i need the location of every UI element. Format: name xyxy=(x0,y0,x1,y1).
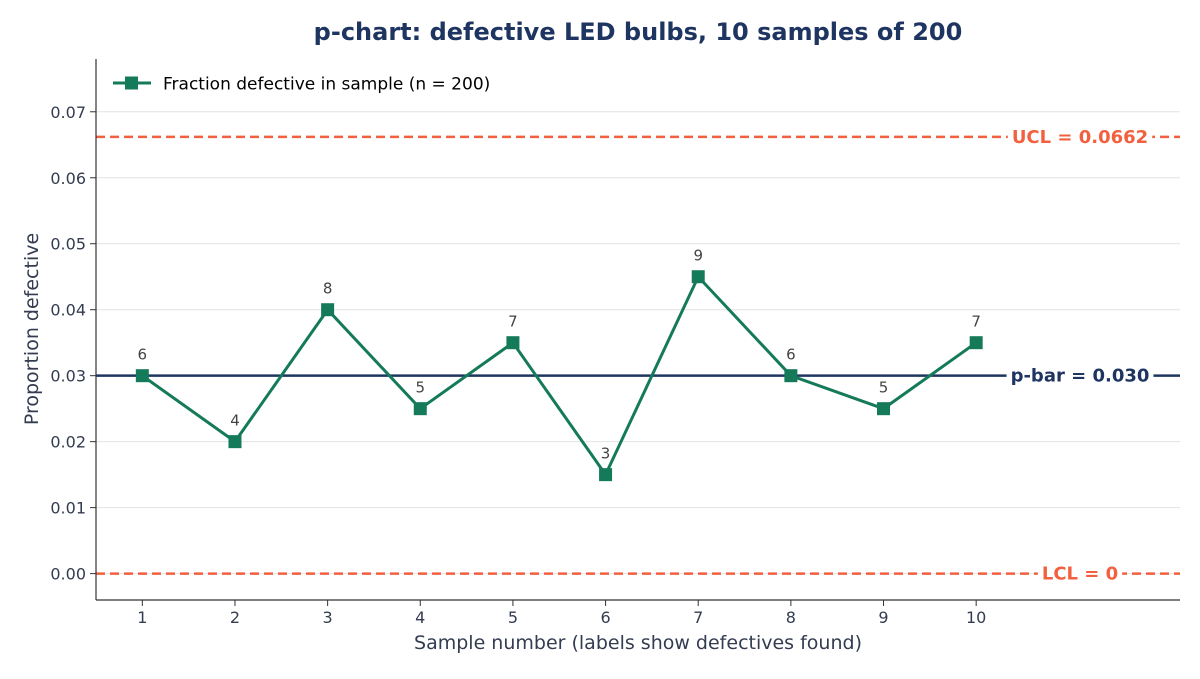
reference-lines: UCL = 0.0662 p-bar = 0.030 LCL = 0 xyxy=(96,125,1180,586)
data-label: 7 xyxy=(971,313,981,331)
y-tick-label: 0.02 xyxy=(50,433,86,452)
grid-lines xyxy=(96,111,1180,575)
reference-line-label: p-bar = 0.030 xyxy=(1011,366,1150,387)
legend-label: Fraction defective in sample (n = 200) xyxy=(163,75,490,95)
data-label: 6 xyxy=(138,346,148,364)
y-tick-label: 0.03 xyxy=(50,367,86,386)
data-point xyxy=(877,402,891,416)
legend-marker-swatch xyxy=(125,76,138,90)
x-tick-label: 2 xyxy=(230,608,240,627)
data-point xyxy=(784,369,798,383)
data-label: 5 xyxy=(416,379,426,397)
y-tick-label: 0.04 xyxy=(50,301,86,320)
y-tick-label: 0.01 xyxy=(50,499,86,518)
chart-title: p-chart: defective LED bulbs, 10 samples… xyxy=(314,18,963,46)
data-point xyxy=(135,369,149,383)
x-tick-label: 10 xyxy=(966,608,986,627)
reference-line-label: UCL = 0.0662 xyxy=(1012,127,1148,148)
data-point xyxy=(691,270,705,284)
data-label: 7 xyxy=(508,313,518,331)
x-tick-label: 1 xyxy=(137,608,147,627)
y-tick-label: 0.07 xyxy=(50,103,86,122)
reference-label-background xyxy=(1037,562,1123,586)
data-labels: 6 4 8 5 7 3 9 6 5 7 xyxy=(138,247,981,463)
x-tick-label: 9 xyxy=(878,608,888,627)
y-axis-label: Proportion defective xyxy=(21,233,43,425)
data-label: 9 xyxy=(693,247,703,265)
reference-label-background xyxy=(1007,125,1153,149)
data-label: 3 xyxy=(601,445,611,463)
reference-line-label: LCL = 0 xyxy=(1042,564,1118,585)
x-tick-label: 7 xyxy=(693,608,703,627)
data-point xyxy=(506,336,520,350)
x-tick-label: 5 xyxy=(508,608,518,627)
series-line xyxy=(141,275,978,477)
data-label: 5 xyxy=(879,379,889,397)
y-tick-label: 0.06 xyxy=(50,169,86,188)
x-tick-label: 6 xyxy=(600,608,610,627)
data-point xyxy=(321,303,335,317)
data-point xyxy=(228,435,242,449)
x-axis-label: Sample number (labels show defectives fo… xyxy=(414,632,862,654)
data-label: 6 xyxy=(786,346,796,364)
x-tick-label: 3 xyxy=(323,608,333,627)
y-tick-label: 0.00 xyxy=(50,565,86,584)
data-label: 8 xyxy=(323,280,333,298)
data-point xyxy=(969,336,983,350)
x-tick-label: 8 xyxy=(786,608,796,627)
data-label: 4 xyxy=(230,412,240,430)
data-point xyxy=(599,468,613,482)
data-series xyxy=(135,270,983,482)
data-point xyxy=(413,402,427,416)
y-tick-label: 0.05 xyxy=(50,235,86,254)
legend: Fraction defective in sample (n = 200) xyxy=(113,75,490,95)
axes: 0.00 0.01 0.02 0.03 0.04 0.05 0.06 0.07 1 2 3 4 5 6 7 8… xyxy=(50,59,1180,627)
x-tick-label: 4 xyxy=(415,608,425,627)
reference-label-background xyxy=(1006,364,1154,388)
